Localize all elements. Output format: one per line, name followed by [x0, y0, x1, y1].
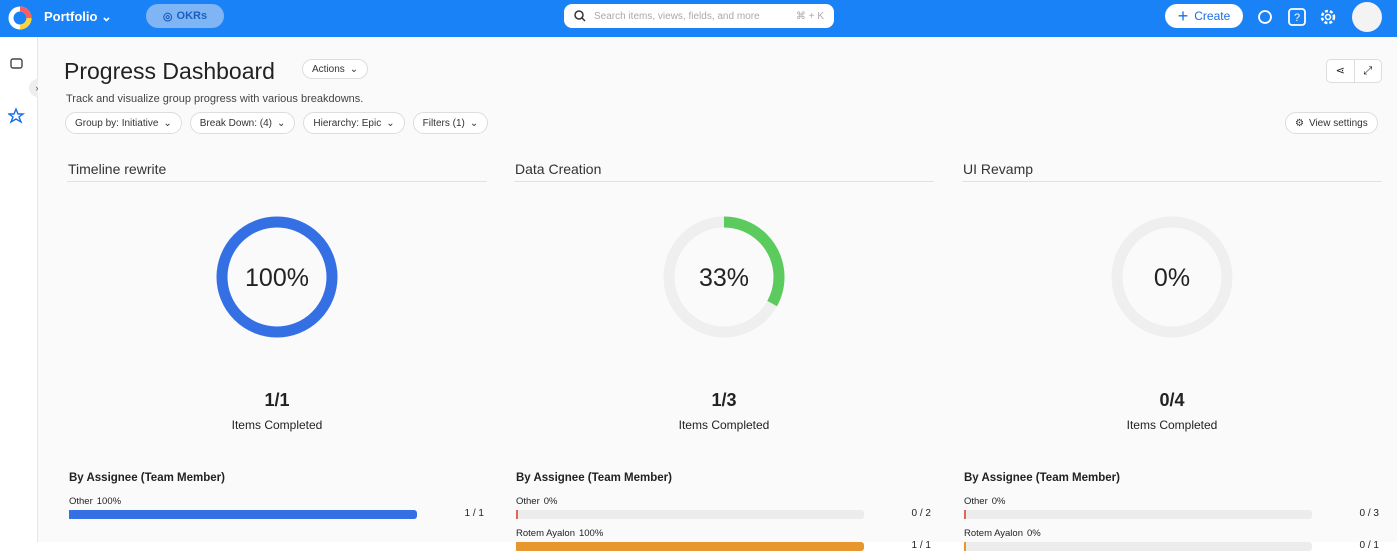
view-settings-label: View settings	[1308, 117, 1368, 129]
chevron: ⌄	[469, 117, 479, 129]
breakdown-title: By Assignee (Team Member)	[964, 472, 1120, 484]
avatar[interactable]	[1352, 2, 1382, 32]
top-bar: Portfolio ⌄ ◎ OKRs Search items, views, …	[0, 0, 1397, 37]
bar-track	[516, 510, 864, 519]
filter-label: Group by: Initiative	[75, 117, 159, 129]
filter-chip[interactable]: Hierarchy: Epic ⌄	[303, 112, 405, 134]
ring-label: 33%	[699, 264, 749, 292]
completed-count: 1/3	[711, 390, 737, 410]
progress-panel: Timeline rewrite 100% 1/1 Items Completed By…	[67, 155, 487, 542]
search-box[interactable]: Search items, views, fields, and more ⌘ …	[564, 4, 834, 28]
completed-count: 0/4	[1159, 390, 1185, 410]
chevron: ⌄	[277, 117, 286, 129]
workspace-menu[interactable]: Portfolio ⌄	[44, 9, 112, 24]
ring-arc	[216, 216, 338, 338]
filter-bar: Group by: Initiative ⌄ Break Down: (4) ⌄ Hie…	[65, 112, 489, 134]
svg-text:?: ?	[1294, 12, 1300, 24]
assignee-percent: 0%	[991, 496, 1006, 507]
actions-button[interactable]: Actions ⌄	[302, 59, 369, 79]
search-icon	[574, 10, 586, 22]
page-title: Progress Dashboard	[64, 58, 275, 84]
actions-label: Actions	[312, 63, 345, 75]
assignee-name: Rotem Ayalon	[964, 528, 1023, 539]
breakdown-title: By Assignee (Team Member)	[516, 472, 672, 484]
panel-title: Data Creation	[515, 161, 602, 177]
chevron: ⌄	[163, 117, 172, 129]
assignee-label: Rotem Ayalon 0%	[964, 528, 1041, 539]
bar-track	[964, 542, 1312, 551]
search-placeholder: Search items, views, fields, and more	[594, 10, 760, 22]
create-label: Create	[1194, 9, 1231, 23]
completed-caption: Items Completed	[678, 418, 770, 432]
page-description: Track and visualize group progress with …	[66, 93, 364, 105]
assignee-name: Rotem Ayalon	[516, 528, 575, 539]
share-buttons: ⋖ ⤢	[1326, 59, 1382, 83]
ring-track	[1111, 216, 1233, 338]
bar-track	[964, 510, 1312, 519]
assignee-count: 0 / 2	[911, 508, 931, 519]
assignee-count: 0 / 3	[1359, 508, 1379, 519]
assignee-label: Other 0%	[964, 496, 1006, 507]
assignee-label: Other 0%	[516, 496, 558, 507]
bar-fill	[516, 542, 864, 551]
filter-chip[interactable]: Group by: Initiative ⌄	[65, 112, 182, 134]
assignee-percent: 0%	[543, 496, 558, 507]
breakdown-title: By Assignee (Team Member)	[69, 472, 225, 484]
bar-start	[964, 542, 966, 551]
filter-chip[interactable]: Filters (1) ⌄	[412, 112, 489, 134]
completed-caption: Items Completed	[1126, 418, 1218, 432]
progress-panel: UI Revamp 0% 0/4 Items Completed By Assignee…	[962, 155, 1382, 551]
completed-caption: Items Completed	[231, 418, 323, 432]
sidebar-icons	[8, 58, 26, 124]
top-icons: ?	[1258, 8, 1336, 26]
bar-start	[516, 510, 518, 519]
assignee-name: Other	[69, 496, 93, 507]
okr-button[interactable]: ◎ OKRs	[146, 4, 224, 28]
progress-ring: 0%	[1111, 216, 1233, 338]
ring-label: 100%	[245, 264, 309, 292]
progress-ring: 33%	[663, 216, 785, 338]
ring-label: 0%	[1154, 264, 1190, 292]
divider	[67, 181, 487, 182]
completed-count: 1/1	[264, 390, 290, 410]
filter-label: Hierarchy: Epic	[313, 117, 382, 129]
filter-label: Break Down: (4)	[199, 117, 273, 129]
sidebar: »	[0, 37, 47, 542]
assignee-label: Rotem Ayalon 100%	[516, 528, 603, 539]
assignee-name: Other	[964, 496, 988, 507]
fullscreen-button[interactable]: ⤢	[1363, 65, 1373, 77]
logo	[8, 6, 32, 30]
assignee-percent: 100%	[96, 496, 122, 507]
assignee-percent: 100%	[578, 528, 604, 539]
progress-ring: 100%	[216, 216, 338, 338]
assignee-percent: 0%	[1026, 528, 1041, 539]
divider	[962, 181, 1382, 182]
filter-label: Filters (1)	[422, 117, 465, 129]
workspace-label: Portfolio	[44, 9, 98, 24]
progress-panel: Data Creation 33% 1/3 Items Completed By Ass…	[514, 155, 934, 551]
panel-title: UI Revamp	[963, 161, 1034, 177]
search-shortcut: ⌘ + K	[795, 10, 824, 22]
create-button[interactable]: + Create	[1165, 4, 1243, 28]
filter-chip[interactable]: Break Down: (4) ⌄	[189, 112, 296, 134]
okr-label: OKRs	[176, 10, 208, 22]
divider	[514, 181, 934, 182]
bar-start	[964, 510, 966, 519]
assignee-name: Other	[516, 496, 540, 507]
panel-title: Timeline rewrite	[68, 161, 167, 177]
chevron: ⌄	[386, 117, 395, 129]
ring-arc	[663, 216, 785, 338]
assignee-count: 1 / 1	[464, 508, 484, 519]
bar-fill	[69, 510, 417, 519]
share-button[interactable]: ⋖	[1327, 60, 1355, 82]
view-settings-button[interactable]: ⚙ View settings	[1285, 112, 1378, 134]
assignee-label: Other 100%	[69, 496, 121, 507]
main-area: Progress Dashboard Actions ⌄ Track and v…	[38, 37, 1397, 551]
